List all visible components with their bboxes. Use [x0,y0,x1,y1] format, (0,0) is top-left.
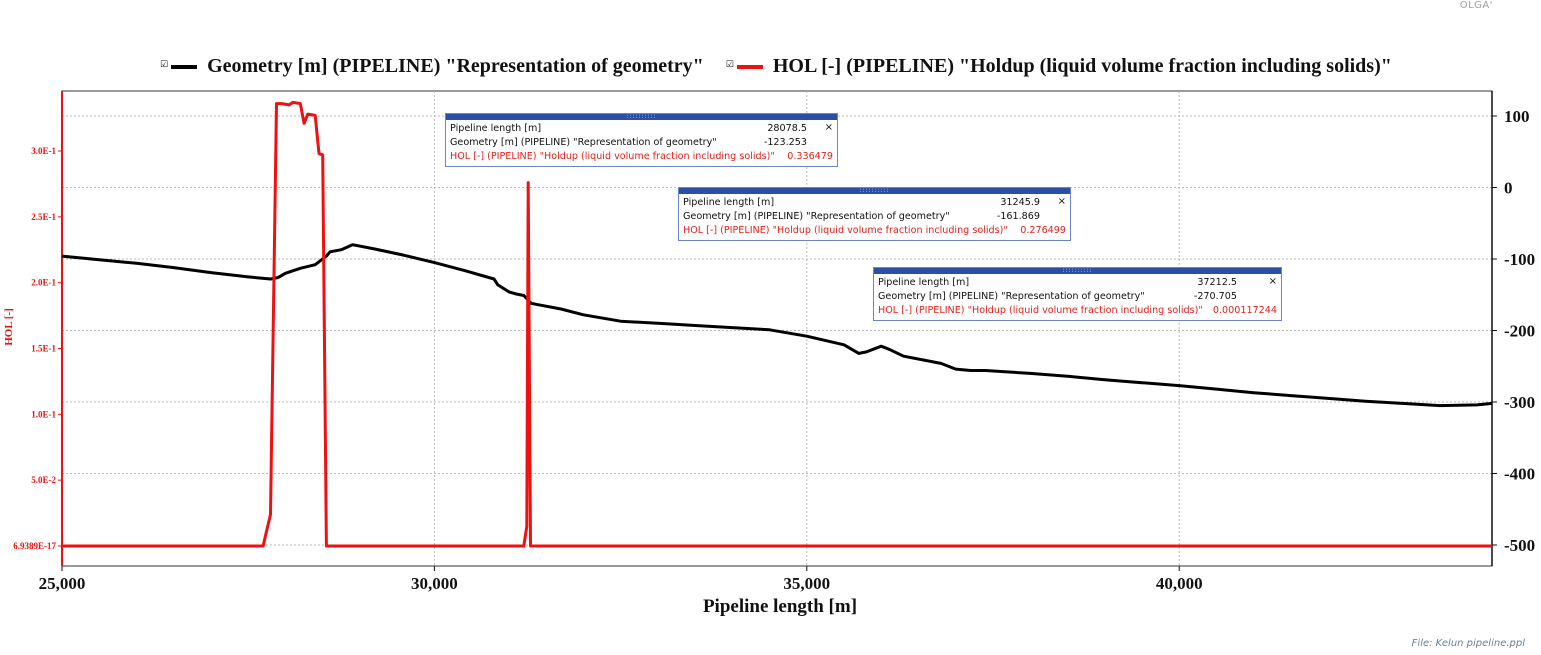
y-right-axis-ticks: 100 0 -100 -200 -300 -400 -500 [1492,107,1535,555]
tooltip-label: HOL [-] (PIPELINE) "Holdup (liquid volum… [683,225,1008,236]
geometry-series-line [61,243,1493,408]
data-tooltip-2[interactable]: :::::::::: × Pipeline length [m] 31245.9 … [678,187,1071,241]
y-right-tick-label: -200 [1504,322,1535,341]
y-left-axis-ticks: 6.9389E-17 5.0E-2 1.0E-1 1.5E-1 2.0E-1 2.5E-1… [13,146,62,551]
grip-icon: :::::::::: [1062,267,1093,274]
y-left-tick-label: 6.9389E-17 [13,541,56,551]
y-left-tick-label: 3.0E-1 [31,146,56,156]
y-right-tick-label: -500 [1504,536,1535,555]
x-axis-ticks: 25,000 30,000 35,000 40,000 [39,566,1203,593]
tooltip-row: HOL [-] (PIPELINE) "Holdup (liquid volum… [683,224,1066,238]
tooltip-value: -161.869 [996,211,1040,222]
tooltip-drag-handle[interactable]: :::::::::: [446,114,837,120]
tooltip-row: Geometry [m] (PIPELINE) "Representation … [450,136,833,150]
tooltip-drag-handle[interactable]: :::::::::: [874,268,1281,274]
tooltip-drag-handle[interactable]: :::::::::: [679,188,1070,194]
series-lines [61,100,1493,548]
tooltip-label: Pipeline length [m] [878,277,970,288]
tooltip-label: HOL [-] (PIPELINE) "Holdup (liquid volum… [450,151,775,162]
tooltip-label: Pipeline length [m] [450,123,542,134]
y-left-tick-label: 2.5E-1 [31,212,56,222]
grid-lines [62,91,1492,566]
x-tick-label: 35,000 [783,574,830,593]
tooltip-value: 0.276499 [1020,225,1066,236]
y-left-tick-label: 1.0E-1 [31,409,56,419]
legend-item-hol[interactable]: ☑ HOL [-] (PIPELINE) "Holdup (liquid vol… [726,55,1392,78]
legend-checkbox-icon[interactable]: ☑ [725,59,734,70]
close-icon[interactable]: × [1268,276,1277,287]
legend-checkbox-icon[interactable]: ☑ [160,59,169,70]
x-tick-label: 30,000 [411,574,458,593]
tooltip-value: -123.253 [763,137,807,148]
tooltip-row: Geometry [m] (PIPELINE) "Representation … [683,210,1066,224]
legend-label-hol: HOL [-] (PIPELINE) "Holdup (liquid volum… [772,55,1392,77]
x-tick-label: 40,000 [1156,574,1203,593]
grip-icon: :::::::::: [859,187,890,194]
close-icon[interactable]: × [824,122,833,133]
x-tick-label: 25,000 [39,574,86,593]
y-right-tick-label: 100 [1504,107,1530,126]
tooltip-label: Geometry [m] (PIPELINE) "Representation … [683,211,950,222]
tooltip-label: HOL [-] (PIPELINE) "Holdup (liquid volum… [878,305,1203,316]
tooltip-row: HOL [-] (PIPELINE) "Holdup (liquid volum… [450,150,833,164]
data-tooltip-1[interactable]: :::::::::: × Pipeline length [m] 28078.5 … [445,113,838,167]
y-right-tick-label: -400 [1504,465,1535,484]
brand-label: OLGA' [1459,0,1493,11]
tooltip-label: Pipeline length [m] [683,197,775,208]
tooltip-value: 37212.5 [1197,277,1237,288]
axes [61,91,1493,566]
tooltip-row: HOL [-] (PIPELINE) "Holdup (liquid volum… [878,304,1277,318]
tooltip-row: Pipeline length [m] 31245.9 [683,196,1066,210]
chart-legend: ☑ Geometry [m] (PIPELINE) "Representatio… [160,55,1414,78]
y-left-tick-label: 5.0E-2 [31,475,56,485]
tooltip-row: Pipeline length [m] 37212.5 [878,276,1277,290]
legend-item-geometry[interactable]: ☑ Geometry [m] (PIPELINE) "Representatio… [160,55,704,78]
tooltip-value: -270.705 [1193,291,1237,302]
legend-swatch-hol [736,64,763,69]
hol-series-line [62,100,1492,548]
legend-swatch-geometry [171,64,198,69]
tooltip-row: Pipeline length [m] 28078.5 [450,122,833,136]
tooltip-value: 0.000117244 [1212,305,1277,316]
x-axis-label: Pipeline length [m] [703,596,857,617]
data-tooltip-3[interactable]: :::::::::: × Pipeline length [m] 37212.5 … [873,267,1282,321]
tooltip-label: Geometry [m] (PIPELINE) "Representation … [878,291,1145,302]
y-right-tick-label: -300 [1504,393,1535,412]
y-right-tick-label: 0 [1504,179,1513,198]
tooltip-value: 0.336479 [787,151,833,162]
y-right-tick-label: -100 [1504,250,1535,269]
tooltip-value: 31245.9 [1000,197,1040,208]
legend-label-geometry: Geometry [m] (PIPELINE) "Representation … [207,55,704,77]
y-left-tick-label: 2.0E-1 [31,278,56,288]
tooltip-value: 28078.5 [767,123,807,134]
y-left-tick-label: 1.5E-1 [31,344,56,354]
tooltip-row: Geometry [m] (PIPELINE) "Representation … [878,290,1277,304]
y-left-axis-label: HOL [-] [3,308,15,346]
close-icon[interactable]: × [1057,196,1066,207]
file-label: File: Kelun pipeline.ppl [1411,638,1525,649]
grip-icon: :::::::::: [626,113,657,120]
tooltip-label: Geometry [m] (PIPELINE) "Representation … [450,137,717,148]
